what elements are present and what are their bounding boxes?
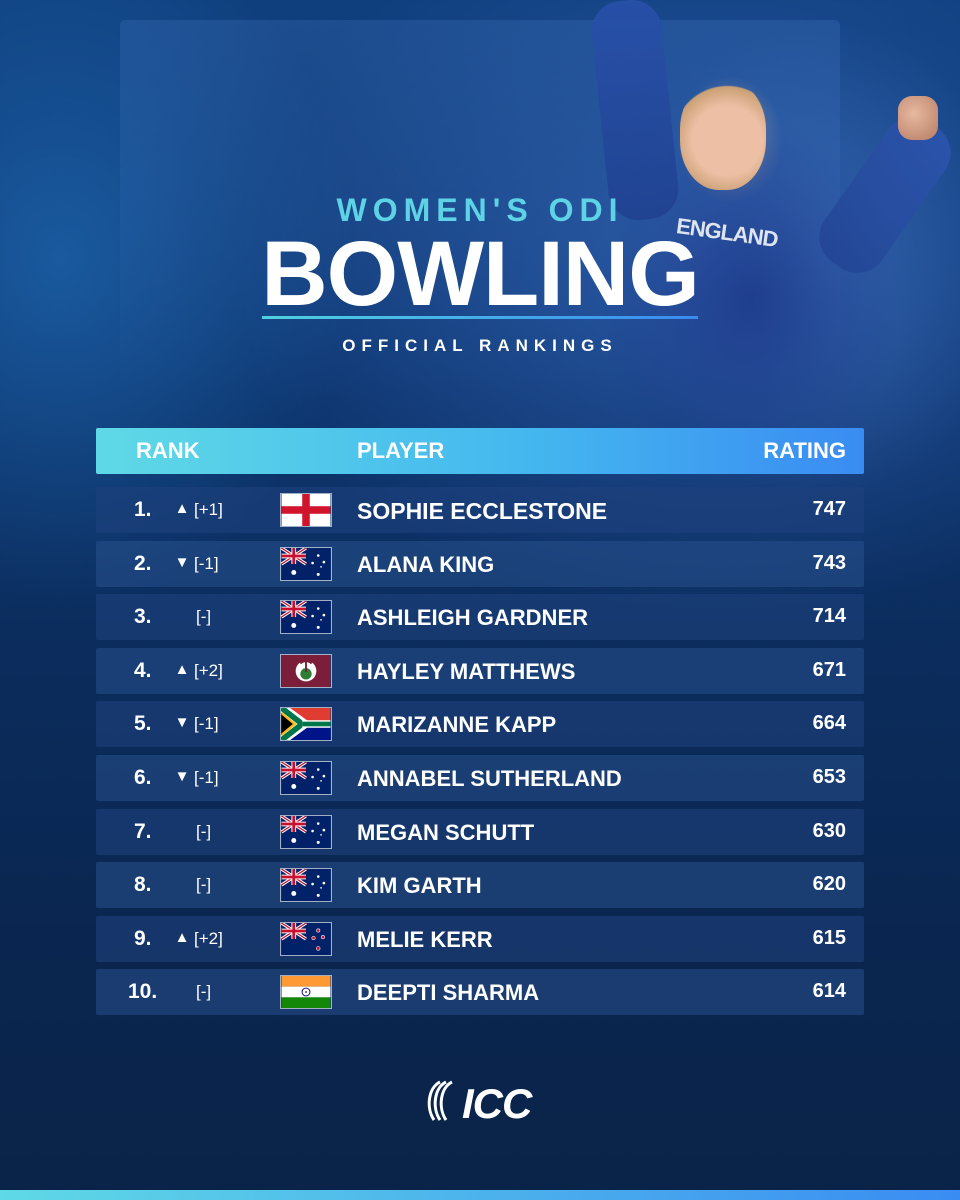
- rank-number: 10.: [128, 980, 158, 1004]
- player-rating: 747: [812, 498, 846, 520]
- rank-number: 7.: [134, 819, 152, 843]
- rank-up-icon: ▲: [174, 500, 190, 517]
- table-row: 5. ▼ [-1] MARIZANNE KAPP 664: [96, 701, 864, 748]
- page-title: BOWLING: [261, 223, 700, 325]
- column-header-player: PLAYER: [357, 438, 445, 463]
- player-rating: 714: [812, 605, 846, 628]
- rank-change: [-1]: [194, 767, 219, 787]
- column-header-rating: RATING: [763, 438, 846, 463]
- rank-number: 2.: [134, 551, 152, 575]
- rank-down-icon: ▼: [174, 553, 190, 571]
- player-name: ANNABEL SUTHERLAND: [357, 765, 622, 791]
- australia-flag-icon: [280, 760, 332, 795]
- rankings-table: 1. ▲ [+1] SOPHIE ECCLESTONE 747 2. ▼ [-1] ALANA …: [96, 487, 864, 1023]
- rank-change: [-]: [196, 982, 212, 1002]
- player-rating: 743: [812, 551, 846, 574]
- rank-number: 9.: [134, 926, 152, 950]
- player-name: DEEPTI SHARMA: [357, 980, 540, 1006]
- table-row: 2. ▼ [-1] ALANA KING 743: [96, 540, 864, 587]
- player-rating: 620: [812, 873, 846, 896]
- player-name: HAYLEY MATTHEWS: [357, 658, 576, 684]
- rank-change: [-]: [196, 607, 212, 627]
- australia-flag-icon: [280, 814, 332, 849]
- rank-number: 1.: [134, 498, 152, 521]
- west-indies-flag-icon: [280, 653, 332, 688]
- player-fist: [898, 96, 938, 140]
- player-head: [680, 80, 766, 190]
- rank-change: [-]: [196, 821, 212, 841]
- page-kicker: OFFICIAL RANKINGS: [342, 336, 618, 355]
- icc-logo: ICC: [420, 1078, 544, 1127]
- player-rating: 664: [812, 712, 846, 735]
- title-divider: [262, 316, 698, 319]
- table-row: 10. [-] DEEPTI SHARMA 614: [96, 969, 864, 1016]
- rank-change: [+2]: [194, 660, 223, 680]
- icc-logo-text: ICC: [462, 1080, 532, 1127]
- player-rating: 615: [812, 926, 846, 949]
- rank-up-icon: ▲: [174, 660, 190, 678]
- india-flag-icon: [280, 975, 332, 1010]
- rank-change: [+2]: [194, 928, 223, 948]
- player-rating: 630: [812, 819, 846, 842]
- player-name: ASHLEIGH GARDNER: [357, 605, 589, 631]
- bottom-accent-bar: [0, 1190, 960, 1200]
- rank-change: [+1]: [194, 500, 223, 519]
- south-africa-flag-icon: [280, 707, 332, 742]
- column-header-rank: RANK: [136, 438, 200, 463]
- player-name: MEGAN SCHUTT: [357, 819, 535, 845]
- table-header: RANK PLAYER RATING: [96, 428, 864, 474]
- player-name: ALANA KING: [357, 551, 495, 577]
- player-name: MELIE KERR: [357, 926, 493, 952]
- new-zealand-flag-icon: [280, 921, 332, 956]
- player-rating: 671: [812, 658, 846, 681]
- player-rating: 653: [812, 765, 846, 788]
- table-row: 4. ▲ [+2] HAYLEY MATTHEWS 671: [96, 647, 864, 694]
- table-row: 1. ▲ [+1] SOPHIE ECCLESTONE 747: [96, 487, 864, 533]
- australia-flag-icon: [280, 600, 332, 635]
- australia-flag-icon: [280, 546, 332, 581]
- player-rating: 614: [812, 980, 846, 1003]
- rank-number: 5.: [134, 712, 152, 736]
- rank-change: [-]: [196, 875, 212, 895]
- rank-down-icon: ▼: [174, 767, 190, 785]
- table-row: 8. [-] KIM GARTH 620: [96, 862, 864, 909]
- table-row: 9. ▲ [+2] MELIE KERR 615: [96, 915, 864, 962]
- rank-down-icon: ▼: [174, 714, 190, 732]
- rank-number: 3.: [134, 605, 152, 629]
- page-subtitle: WOMEN'S ODI: [336, 192, 624, 228]
- table-row: 3. [-] ASHLEIGH GARDNER 714: [96, 594, 864, 641]
- table-row: 7. [-] MEGAN SCHUTT 630: [96, 808, 864, 855]
- england-flag-icon: [280, 493, 332, 527]
- table-row: 6. ▼ [-1] ANNABEL SUTHERLAND 653: [96, 754, 864, 801]
- player-name: SOPHIE ECCLESTONE: [357, 498, 608, 524]
- rank-number: 8.: [134, 873, 152, 897]
- icc-logo-icon: [427, 1080, 453, 1121]
- australia-flag-icon: [280, 868, 332, 903]
- rank-change: [-1]: [194, 714, 219, 734]
- rank-number: 6.: [134, 765, 152, 789]
- rank-up-icon: ▲: [174, 928, 190, 946]
- player-name: KIM GARTH: [357, 873, 482, 899]
- rank-number: 4.: [134, 658, 152, 682]
- rank-change: [-1]: [194, 553, 219, 573]
- player-name: MARIZANNE KAPP: [357, 712, 557, 738]
